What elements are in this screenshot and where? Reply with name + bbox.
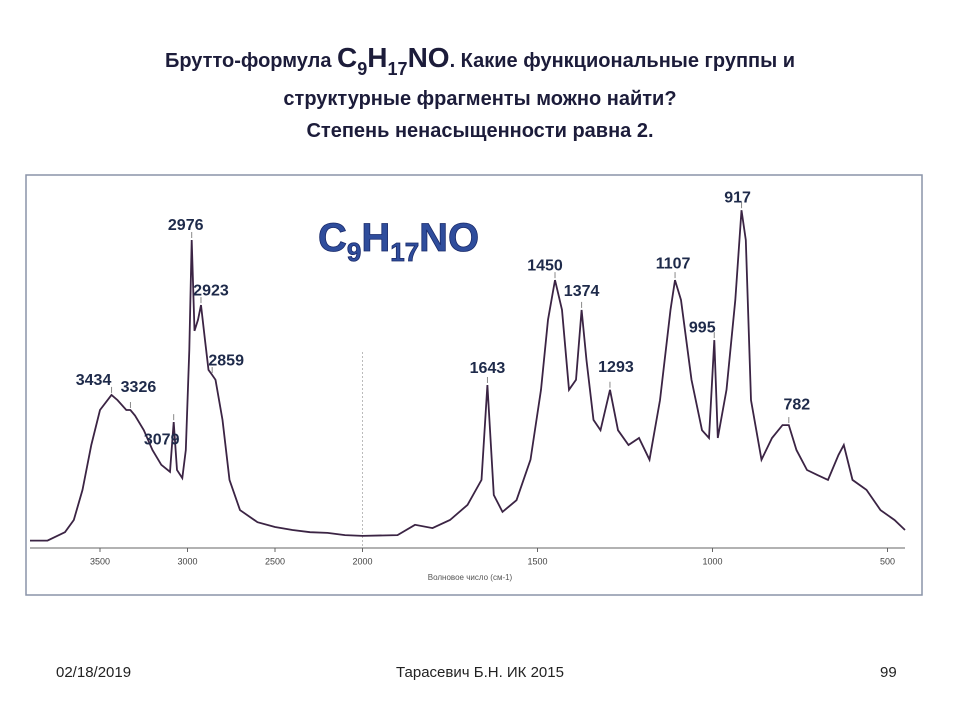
peak-label: 2923 — [193, 282, 229, 299]
peak-label: 3434 — [76, 372, 112, 389]
x-tick-label: 1000 — [702, 556, 722, 566]
peak-label: 1293 — [598, 359, 634, 376]
formula: 17 — [387, 59, 408, 79]
title-line-2: структурные фрагменты можно найти? — [283, 88, 677, 110]
formula: 9 — [357, 59, 368, 79]
peak-label: 782 — [783, 396, 810, 413]
peak-label: 3326 — [121, 379, 157, 396]
title-text: . Какие функциональные группы и — [449, 50, 796, 72]
formula: NO — [407, 42, 450, 73]
formula: H — [361, 216, 390, 260]
x-tick-label: 2000 — [352, 556, 372, 566]
x-axis-label: Волновое число (см-1) — [428, 573, 513, 582]
chart-formula: C9H17NO — [318, 216, 479, 267]
x-tick-label: 3500 — [90, 556, 110, 566]
formula: 17 — [390, 237, 419, 267]
x-tick-label: 1500 — [527, 556, 547, 566]
formula: H — [367, 42, 388, 73]
peak-label: 1374 — [564, 283, 600, 300]
peak-label: 995 — [689, 319, 716, 336]
chart-frame — [25, 174, 923, 596]
formula: C — [337, 42, 358, 73]
peak-label: 1107 — [656, 255, 691, 272]
peak-label: 1643 — [470, 360, 506, 377]
title-line-1: Брутто-формула C9H17NO. Какие функционал… — [0, 42, 960, 80]
x-tick-label: 2500 — [265, 556, 285, 566]
footer-author: Тарасевич Б.Н. ИК 2015 — [396, 664, 564, 681]
peak-label: 917 — [724, 189, 751, 206]
peak-label: 3079 — [144, 431, 180, 448]
spectrum-line — [30, 210, 906, 542]
formula: NO — [419, 216, 479, 260]
footer-date: 02/18/2019 — [56, 664, 132, 681]
x-tick-label: 3000 — [177, 556, 197, 566]
peak-label: 1450 — [527, 257, 563, 274]
peak-label: 2859 — [208, 352, 244, 369]
title-line-3: Степень ненасыщенности равна 2. — [306, 120, 654, 142]
title-text: Брутто-формула — [164, 50, 338, 72]
footer-page: 99 — [880, 664, 897, 681]
formula: 9 — [347, 237, 361, 267]
x-tick-label: 500 — [880, 556, 895, 566]
peak-label: 2976 — [168, 217, 204, 234]
formula: C — [318, 216, 347, 260]
